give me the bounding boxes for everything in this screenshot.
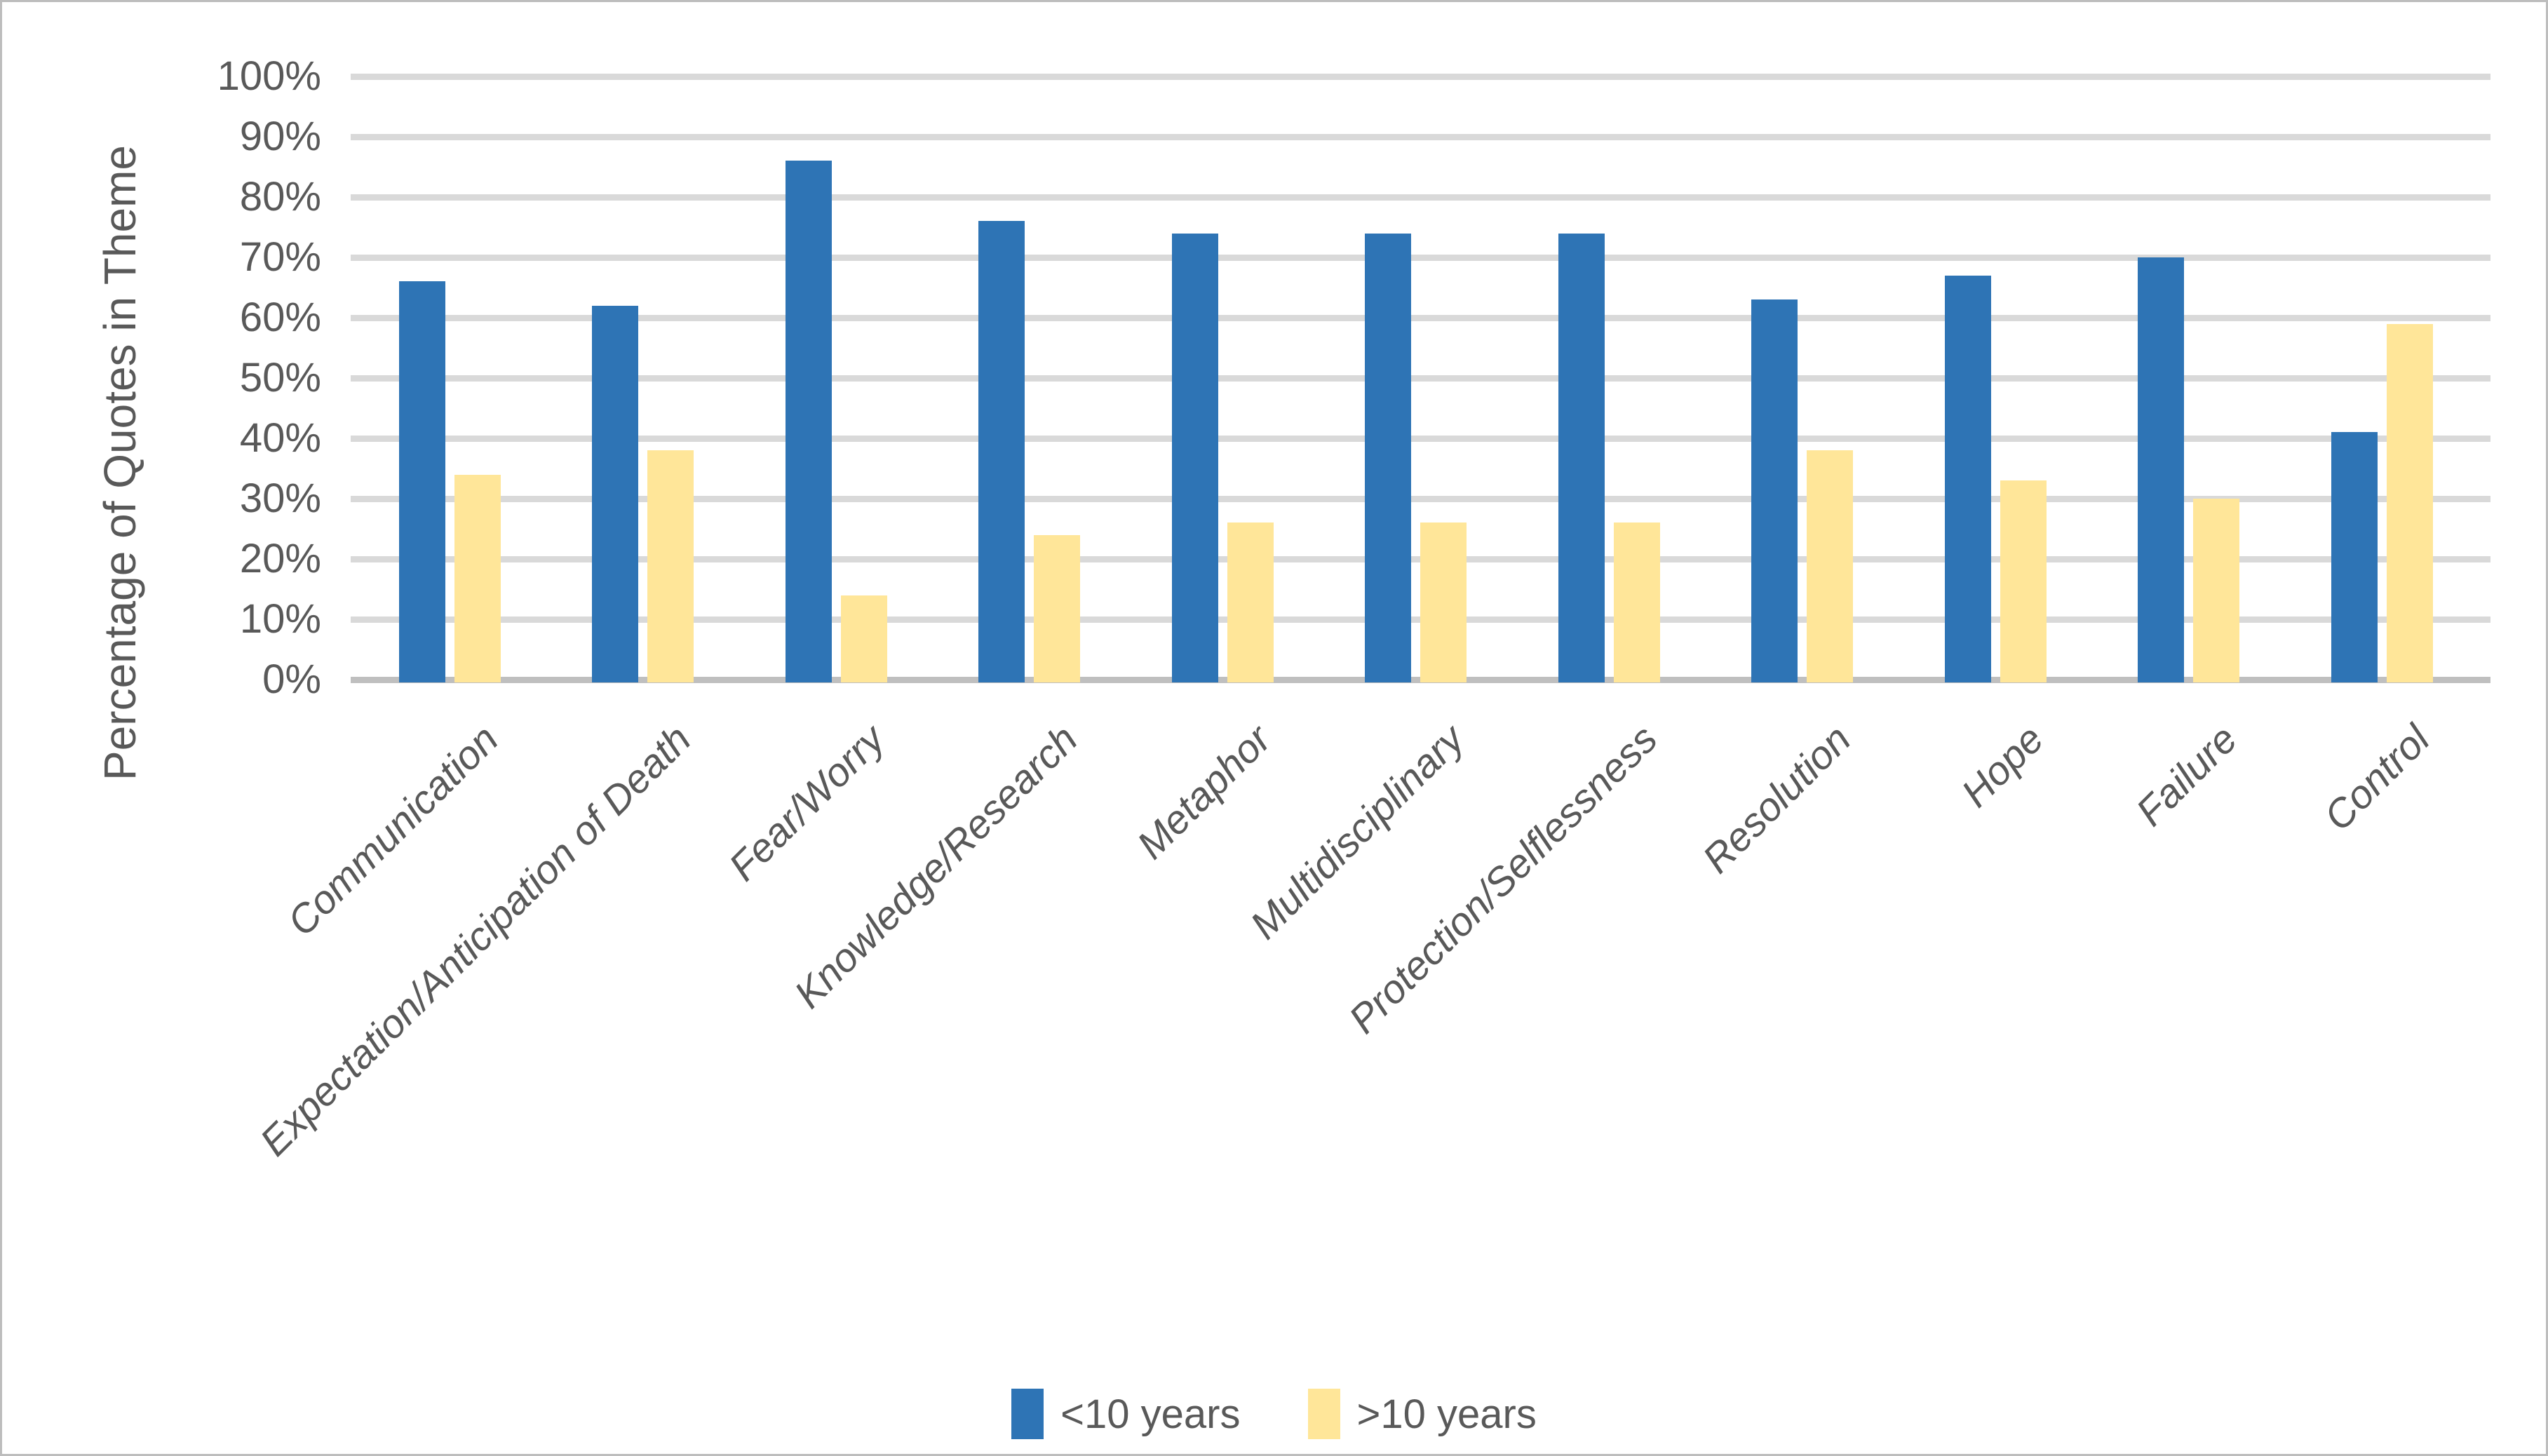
legend-label: <10 years xyxy=(1060,1391,1241,1437)
bar-series1-cat3 xyxy=(1034,534,1081,682)
bar-series0-cat7 xyxy=(1751,299,1798,682)
y-tick-label: 40% xyxy=(239,415,321,461)
gridline xyxy=(351,255,2490,261)
bar-series1-cat6 xyxy=(1613,523,1660,682)
legend-item: >10 years xyxy=(1307,1389,1537,1439)
gridline xyxy=(351,74,2490,80)
legend: <10 years >10 years xyxy=(2,1375,2546,1452)
legend-label: >10 years xyxy=(1356,1391,1537,1437)
bar-series1-cat1 xyxy=(647,450,694,682)
gridline xyxy=(351,436,2490,442)
bar-series0-cat0 xyxy=(399,281,445,682)
bar-series0-cat6 xyxy=(1558,233,1605,682)
legend-item: <10 years xyxy=(1011,1389,1241,1439)
x-category-label: Failure xyxy=(2127,716,2246,835)
bar-series0-cat9 xyxy=(2138,257,2185,682)
bar-series0-cat4 xyxy=(1171,233,1218,682)
bar-series0-cat3 xyxy=(978,221,1025,682)
y-tick-label: 0% xyxy=(262,656,321,702)
x-category-label: Metaphor xyxy=(1128,716,1280,868)
y-tick-label: 80% xyxy=(239,174,321,220)
bar-series1-cat5 xyxy=(1420,523,1467,682)
y-tick-label: 50% xyxy=(239,355,321,400)
gridline xyxy=(351,375,2490,382)
bar-series1-cat8 xyxy=(2000,480,2047,682)
y-tick-label: 90% xyxy=(239,114,321,159)
bar-series1-cat0 xyxy=(454,474,501,682)
gridline xyxy=(351,194,2490,201)
y-tick-label: 20% xyxy=(239,536,321,581)
bar-series1-cat10 xyxy=(2386,323,2433,682)
x-category-label: Expectation/Anticipation of Death xyxy=(252,716,701,1165)
bar-series0-cat10 xyxy=(2331,432,2378,682)
y-tick-label: 30% xyxy=(239,476,321,521)
legend-swatch-icon xyxy=(1307,1389,1340,1439)
bar-series1-cat4 xyxy=(1227,523,1274,682)
legend-swatch-icon xyxy=(1011,1389,1044,1439)
bar-series1-cat9 xyxy=(2193,499,2240,682)
bar-series0-cat8 xyxy=(1944,275,1991,682)
y-axis-title: Percentage of Quotes in Theme xyxy=(95,144,145,781)
x-category-label: Hope xyxy=(1953,716,2053,816)
bar-series1-cat7 xyxy=(1807,450,1854,682)
y-tick-label: 70% xyxy=(239,234,321,280)
x-category-label: Resolution xyxy=(1694,716,1859,882)
gridline xyxy=(351,496,2490,502)
bar-series0-cat1 xyxy=(592,305,639,682)
gridline xyxy=(351,315,2490,321)
y-tick-label: 100% xyxy=(217,53,321,99)
bar-series0-cat2 xyxy=(785,161,832,682)
x-category-label: Protection/Selflessness xyxy=(1340,716,1666,1042)
y-tick-label: 10% xyxy=(239,596,321,642)
y-tick-label: 60% xyxy=(239,295,321,340)
bar-series1-cat2 xyxy=(840,595,887,682)
x-category-label: Control xyxy=(2316,716,2439,840)
gridline xyxy=(351,134,2490,140)
bar-series0-cat5 xyxy=(1365,233,1412,682)
x-category-label: Fear/Worry xyxy=(720,716,894,890)
